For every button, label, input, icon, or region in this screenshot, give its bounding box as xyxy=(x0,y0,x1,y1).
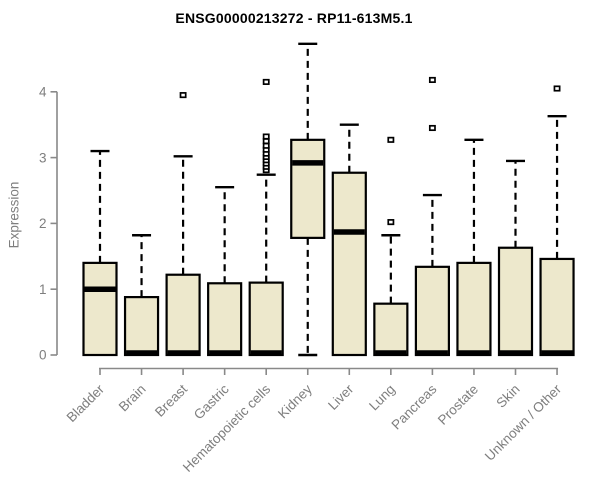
box-pancreas xyxy=(414,76,450,357)
outlier-point xyxy=(262,133,270,140)
y-axis: 0 1 2 3 4 xyxy=(39,85,58,363)
iqr-box xyxy=(165,273,201,357)
outlier-point xyxy=(387,136,395,143)
iqr-box xyxy=(248,281,284,357)
box-kidney xyxy=(290,42,326,357)
iqr-box xyxy=(331,171,367,357)
outlier-point xyxy=(428,124,436,132)
x-tick-label: Pancreas xyxy=(389,381,440,432)
x-tick-label: Kidney xyxy=(275,381,315,421)
iqr-box xyxy=(539,257,575,357)
y-tick-label: 0 xyxy=(39,348,47,363)
x-tick-label: Skin xyxy=(493,382,522,411)
box-breast xyxy=(165,92,201,357)
x-tick-label: Breast xyxy=(152,381,190,419)
iqr-box xyxy=(82,261,118,357)
outlier-point xyxy=(262,138,270,145)
box-lung xyxy=(373,136,409,357)
x-tick-label: Lung xyxy=(366,382,398,414)
box-brain xyxy=(123,234,160,357)
y-tick-label: 3 xyxy=(39,150,47,165)
x-tick-label: Liver xyxy=(325,381,357,413)
outlier-point xyxy=(428,76,436,84)
iqr-box xyxy=(414,265,450,357)
box-hematopoietic-cells xyxy=(248,78,284,357)
iqr-box xyxy=(497,246,534,357)
outlier-point xyxy=(262,78,270,85)
iqr-box xyxy=(207,282,243,357)
iqr-box xyxy=(290,138,326,239)
box-skin xyxy=(497,159,534,357)
outlier-point xyxy=(387,219,395,226)
x-tick-label: Unknown / Other xyxy=(482,381,565,464)
iqr-box xyxy=(373,302,409,357)
box-unknown-other xyxy=(539,85,575,357)
x-tick-label: Prostate xyxy=(435,382,481,428)
outlier-point xyxy=(179,92,187,99)
box-bladder xyxy=(82,149,118,357)
x-tick-label: Brain xyxy=(116,382,149,415)
box-gastric xyxy=(207,186,243,357)
chart-title: ENSG00000213272 - RP11-613M5.1 xyxy=(175,10,413,26)
iqr-box xyxy=(123,295,160,357)
outlier-point xyxy=(262,142,270,149)
y-tick-label: 2 xyxy=(39,216,47,231)
y-tick-label: 4 xyxy=(39,85,47,100)
box-prostate xyxy=(456,138,492,357)
iqr-box xyxy=(456,261,492,357)
outlier-point xyxy=(553,85,561,92)
box-liver xyxy=(331,123,367,357)
x-tick-label: Gastric xyxy=(191,381,232,422)
x-tick-label: Bladder xyxy=(64,381,108,425)
y-tick-label: 1 xyxy=(39,282,47,297)
